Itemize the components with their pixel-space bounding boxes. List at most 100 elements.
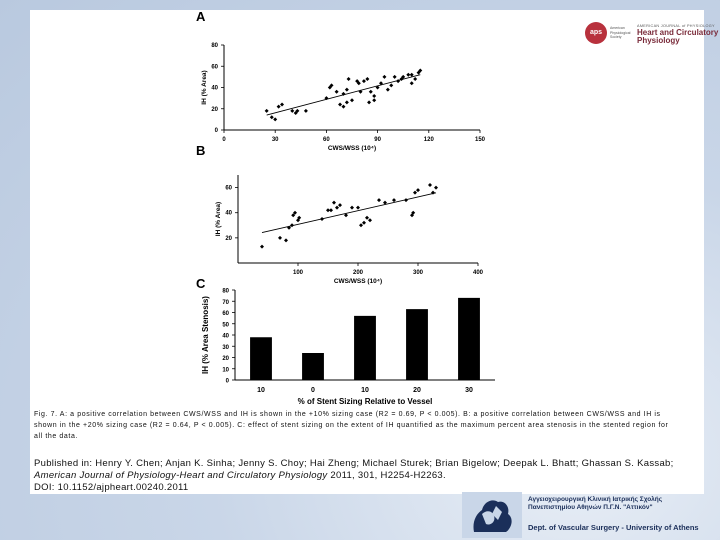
data-point [362,220,366,225]
data-point [368,218,372,223]
data-point [365,215,369,220]
y-tick-label: 20 [211,107,218,113]
university-name-line-2: Πανεπιστημίου Αθηνών Π.Γ.Ν. "Αττικόν" [528,504,653,511]
data-point [264,108,269,113]
x-tick-label: 300 [413,270,424,276]
data-point [382,74,387,79]
department-name: Dept. of Vascular Surgery - University o… [528,523,699,532]
data-point [346,77,351,81]
y-tick-label: 60 [225,186,232,192]
bar [458,297,480,380]
publication-volume: 2011, 301, H2254-H2263. [327,470,446,481]
data-point [356,205,360,210]
x-tick-label: 30 [465,387,473,394]
data-point [389,83,394,88]
data-point [392,198,396,203]
data-point [280,102,285,107]
y-tick-label: 30 [222,345,229,351]
data-point [326,208,330,213]
data-point [291,213,296,218]
y-tick-label: 60 [222,311,229,317]
x-tick-label: 150 [475,137,486,143]
y-tick-label: 0 [215,128,219,134]
y-tick-label: 0 [226,379,230,385]
data-point [401,74,406,79]
data-point [334,89,339,94]
bar [302,353,324,380]
x-tick-label: 30 [272,137,279,143]
data-point [260,244,264,249]
x-tick-label: 400 [473,270,484,276]
data-point [344,213,348,218]
panel-b-scatter: B 100 200 300 400 20 40 60 CWS/WSS (10⁴) IH (% Ar… [196,143,484,285]
data-point [273,117,278,122]
figure-caption: Fig. 7. A: a positive correlation betwee… [34,411,669,440]
data-point [350,98,354,103]
data-point [297,215,302,220]
data-point [303,108,308,113]
panel-c-bar-chart: C 0 10 20 30 40 50 60 70 80 10 0 10 20 30 % of Stent Si… [196,276,495,406]
y-tick-label: 40 [222,334,229,340]
y-tick-label: 80 [222,289,229,295]
data-point [368,89,373,94]
data-point [418,68,423,73]
data-point [269,115,274,120]
y-tick-label: 40 [225,211,232,217]
y-tick-label: 40 [211,86,218,92]
publication-citation: American Journal of Physiology-Heart and… [34,470,684,482]
x-axis-label: CWS/WSS (10⁴) [328,145,376,152]
y-tick-label: 80 [211,43,218,49]
data-point [335,205,339,210]
logo-main-line-1: Heart and Circulatory [637,28,719,37]
x-tick-label: 200 [353,270,364,276]
data-point [344,100,349,105]
data-point [406,72,411,77]
data-point [383,200,387,205]
figure-slide: A 0 30 60 90 120 150 0 20 40 60 80 CWS/WSS (10⁴) IH (… [30,10,718,494]
x-tick-label: 10 [257,387,265,394]
data-point [332,200,336,205]
panel-a-scatter: A 0 30 60 90 120 150 0 20 40 60 80 CWS/WSS (10⁴) IH (… [196,10,486,152]
data-point [409,81,414,86]
y-tick-label: 20 [225,236,232,242]
y-tick-label: 20 [222,356,229,362]
trend-line [266,74,421,116]
y-axis-label: IH (% Area Stenosis) [201,296,210,374]
y-tick-label: 10 [222,367,229,373]
data-point [338,203,342,208]
data-point [365,77,370,81]
logo-main-line: Heart and Circulatory Physiology [637,29,718,45]
bar [250,337,272,380]
trend-line [261,192,437,233]
x-tick-label: 120 [424,137,435,143]
aps-logo-icon: aps [585,22,607,44]
data-point [278,235,282,240]
publication-authors: Published in: Henry Y. Chen; Anjan K. Si… [34,458,674,469]
x-axis-label: % of Stent Sizing Relative to Vessel [298,397,433,406]
data-point [411,210,416,215]
data-point [295,108,300,113]
bar [406,309,428,380]
x-tick-label: 20 [413,387,421,394]
data-point [367,100,372,105]
data-point [372,94,377,98]
y-tick-label: 70 [222,300,229,306]
y-axis-label: IH (% Area) [201,70,208,104]
logo-society: American Physiological Society [610,26,631,39]
x-tick-label: 100 [293,270,304,276]
data-point [361,79,366,84]
panel-letter: B [196,143,205,158]
logo-main-line-2: Physiology [637,36,680,45]
x-tick-label: 90 [374,137,381,143]
data-point [329,83,334,88]
university-emblem-icon [462,492,522,538]
data-point [350,205,354,210]
data-point [372,98,377,103]
data-point [413,77,418,81]
data-point [428,183,432,188]
data-point [409,72,414,77]
bar [354,315,376,380]
data-point [293,210,297,215]
publication-journal: American Journal of Physiology-Heart and… [34,470,328,481]
x-tick-label: 60 [323,137,330,143]
